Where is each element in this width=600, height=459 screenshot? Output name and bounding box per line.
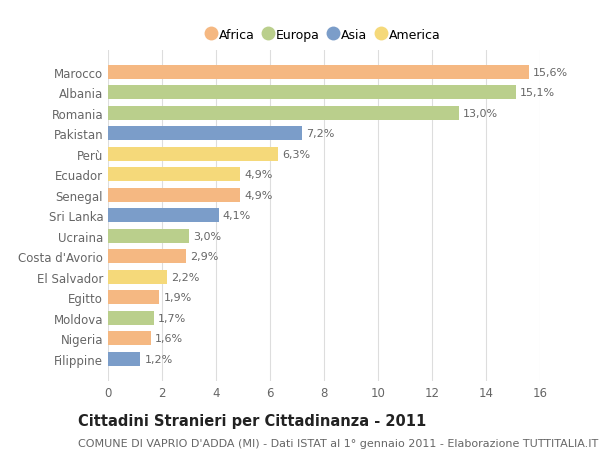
Bar bbox=[108, 331, 151, 346]
Bar bbox=[108, 209, 218, 223]
Bar bbox=[108, 352, 140, 366]
Text: 15,6%: 15,6% bbox=[533, 67, 568, 78]
Text: 2,2%: 2,2% bbox=[172, 272, 200, 282]
Legend: Africa, Europa, Asia, America: Africa, Europa, Asia, America bbox=[203, 24, 445, 47]
Text: 1,9%: 1,9% bbox=[163, 292, 191, 302]
Text: Cittadini Stranieri per Cittadinanza - 2011: Cittadini Stranieri per Cittadinanza - 2… bbox=[78, 413, 426, 428]
Bar bbox=[108, 168, 240, 182]
Text: COMUNE DI VAPRIO D'ADDA (MI) - Dati ISTAT al 1° gennaio 2011 - Elaborazione TUTT: COMUNE DI VAPRIO D'ADDA (MI) - Dati ISTA… bbox=[78, 438, 598, 448]
Bar bbox=[108, 229, 189, 243]
Text: 4,9%: 4,9% bbox=[244, 170, 273, 180]
Text: 1,7%: 1,7% bbox=[158, 313, 186, 323]
Bar bbox=[108, 250, 187, 263]
Text: 3,0%: 3,0% bbox=[193, 231, 221, 241]
Text: 7,2%: 7,2% bbox=[307, 129, 335, 139]
Text: 4,1%: 4,1% bbox=[223, 211, 251, 221]
Bar bbox=[108, 106, 459, 120]
Text: 1,2%: 1,2% bbox=[145, 354, 173, 364]
Text: 6,3%: 6,3% bbox=[282, 149, 310, 159]
Bar bbox=[108, 66, 529, 79]
Bar bbox=[108, 127, 302, 141]
Text: 2,9%: 2,9% bbox=[190, 252, 219, 262]
Text: 1,6%: 1,6% bbox=[155, 334, 184, 343]
Bar bbox=[108, 188, 240, 202]
Bar bbox=[108, 86, 516, 100]
Bar bbox=[108, 291, 160, 305]
Text: 13,0%: 13,0% bbox=[463, 108, 498, 118]
Text: 4,9%: 4,9% bbox=[244, 190, 273, 200]
Bar bbox=[108, 270, 167, 284]
Text: 15,1%: 15,1% bbox=[520, 88, 555, 98]
Bar bbox=[108, 311, 154, 325]
Bar bbox=[108, 147, 278, 161]
